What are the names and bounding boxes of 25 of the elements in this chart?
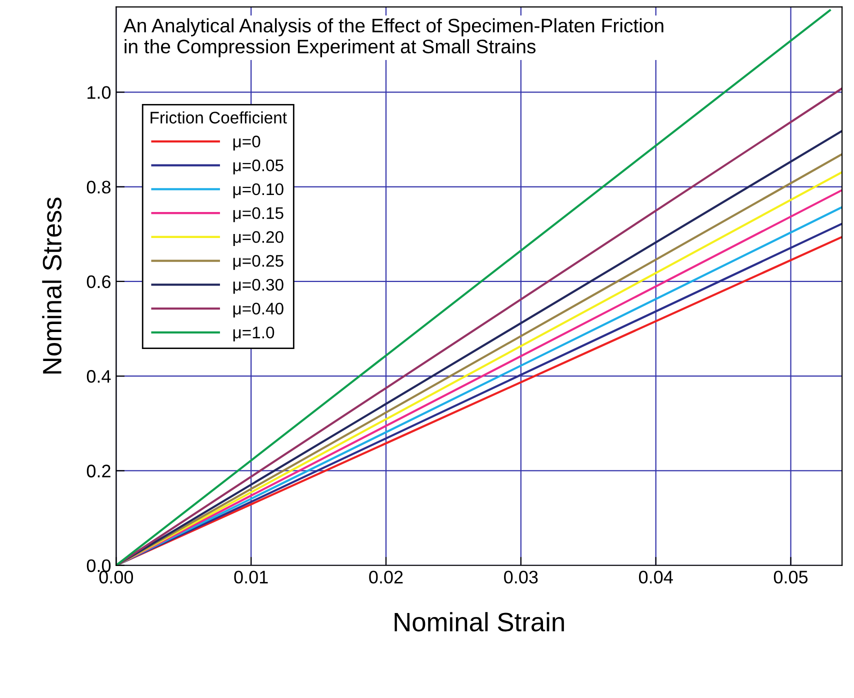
y-tick-label: 0.6 <box>86 275 110 288</box>
legend-label: μ=1.0 <box>233 326 274 342</box>
legend-label: μ=0.15 <box>233 207 284 222</box>
x-tick-label: 0.04 <box>638 570 673 584</box>
legend-label: μ=0.40 <box>233 302 284 318</box>
x-tick-label: 0.01 <box>234 570 268 584</box>
legend-title: Friction Coefficient <box>150 111 287 124</box>
legend-label: μ=0.05 <box>233 160 284 174</box>
x-tick-label: 0.00 <box>99 570 134 584</box>
y-tick-label: 1.0 <box>88 86 111 99</box>
text: An Analytical Analysis of the Effect of Specimen-Platen Friction in the Compression Experiment at Small Strains <box>123 18 664 58</box>
legend-label: μ=0.10 <box>233 183 284 198</box>
y-tick-label: 0.2 <box>86 464 110 478</box>
y-tick-label: 0.8 <box>86 180 110 194</box>
y-tick-label: 0.4 <box>86 370 111 383</box>
legend-label: μ=0.30 <box>233 278 284 294</box>
x-axis-title: Nominal Strain <box>394 612 564 632</box>
x-tick-label: 0.03 <box>504 570 538 584</box>
y-axis-title: Nominal Stress <box>42 198 62 374</box>
legend-label: μ=0 <box>233 136 260 150</box>
x-tick-label: 0.05 <box>774 570 808 584</box>
y-tick-label: 0.0 <box>86 559 111 572</box>
legend-label: μ=0.25 <box>233 254 284 270</box>
x-tick-label: 0.02 <box>369 570 403 584</box>
legend-label: μ=0.20 <box>233 231 284 246</box>
